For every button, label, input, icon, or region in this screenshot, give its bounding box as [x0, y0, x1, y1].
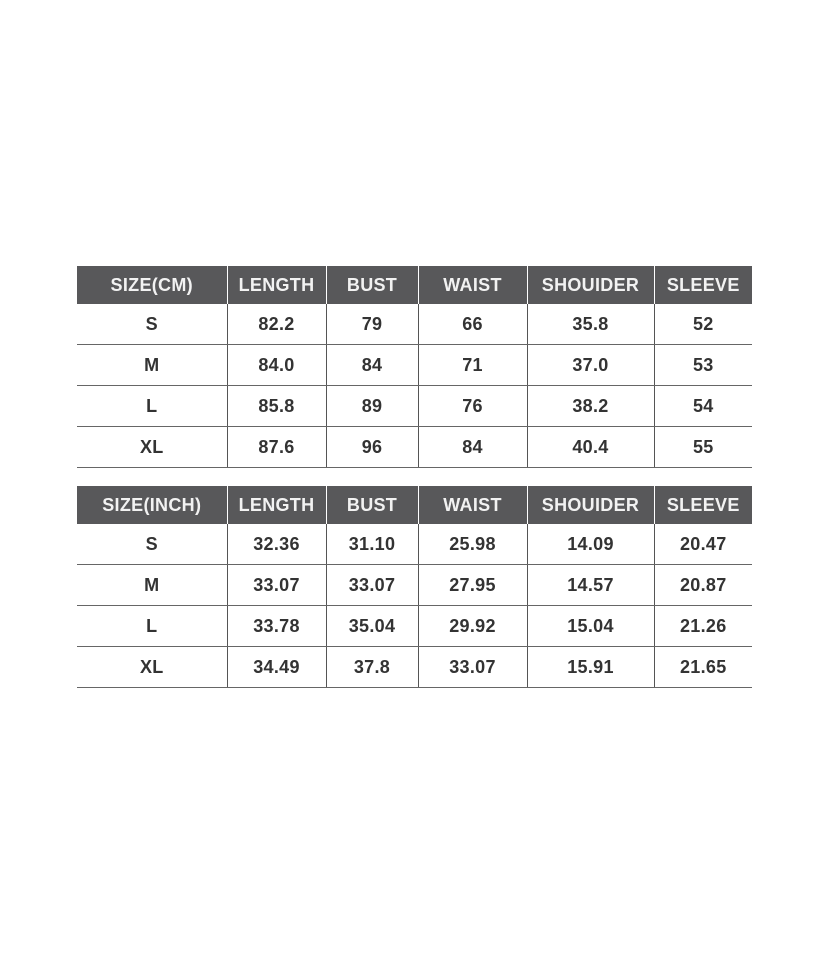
measurement-cell: 29.92 [417, 605, 527, 647]
column-header: SLEEVE [653, 486, 752, 524]
measurement-cell: 79 [325, 304, 418, 345]
measurement-cell: 35.8 [526, 304, 654, 345]
table-row: S 82.2 79 66 35.8 52 [77, 304, 752, 345]
measurement-cell: 38.2 [526, 385, 654, 427]
column-header: BUST [325, 486, 418, 524]
column-header: LENGTH [226, 486, 326, 524]
column-header: SLEEVE [653, 266, 752, 304]
column-header: LENGTH [226, 266, 326, 304]
measurement-cell: 84 [325, 344, 418, 386]
column-header: SIZE(INCH) [77, 486, 227, 524]
measurement-cell: 52 [653, 304, 752, 345]
size-label-cell: M [77, 344, 227, 386]
measurement-cell: 96 [325, 426, 418, 468]
table-row: S 32.36 31.10 25.98 14.09 20.47 [77, 524, 752, 565]
column-header: SHOUIDER [526, 266, 654, 304]
size-label-cell: M [77, 564, 227, 606]
measurement-cell: 25.98 [417, 524, 527, 565]
size-label-cell: S [77, 524, 227, 565]
measurement-cell: 15.91 [526, 646, 654, 688]
measurement-cell: 85.8 [226, 385, 326, 427]
table-row: XL 34.49 37.8 33.07 15.91 21.65 [77, 646, 752, 688]
measurement-cell: 14.57 [526, 564, 654, 606]
measurement-cell: 31.10 [325, 524, 418, 565]
size-label-cell: XL [77, 646, 227, 688]
column-header: SIZE(CM) [77, 266, 227, 304]
measurement-cell: 21.65 [653, 646, 752, 688]
measurement-cell: 33.07 [417, 646, 527, 688]
measurement-cell: 37.8 [325, 646, 418, 688]
column-header: WAIST [417, 266, 527, 304]
measurement-cell: 33.78 [226, 605, 326, 647]
measurement-cell: 66 [417, 304, 527, 345]
measurement-cell: 27.95 [417, 564, 527, 606]
measurement-cell: 55 [653, 426, 752, 468]
measurement-cell: 37.0 [526, 344, 654, 386]
measurement-cell: 40.4 [526, 426, 654, 468]
table-row: XL 87.6 96 84 40.4 55 [77, 426, 752, 468]
measurement-cell: 15.04 [526, 605, 654, 647]
measurement-cell: 76 [417, 385, 527, 427]
measurement-cell: 14.09 [526, 524, 654, 565]
column-header: WAIST [417, 486, 527, 524]
measurement-cell: 20.47 [653, 524, 752, 565]
measurement-cell: 21.26 [653, 605, 752, 647]
table-row: L 33.78 35.04 29.92 15.04 21.26 [77, 605, 752, 647]
size-label-cell: XL [77, 426, 227, 468]
measurement-cell: 84.0 [226, 344, 326, 386]
measurement-cell: 87.6 [226, 426, 326, 468]
measurement-cell: 53 [653, 344, 752, 386]
table-row: L 85.8 89 76 38.2 54 [77, 385, 752, 427]
measurement-cell: 33.07 [226, 564, 326, 606]
measurement-cell: 20.87 [653, 564, 752, 606]
measurement-cell: 71 [417, 344, 527, 386]
measurement-cell: 54 [653, 385, 752, 427]
measurement-cell: 89 [325, 385, 418, 427]
measurement-cell: 33.07 [325, 564, 418, 606]
size-table-inch: SIZE(INCH) LENGTH BUST WAIST SHOUIDER SLEEVE … [77, 486, 752, 688]
table-row: M 33.07 33.07 27.95 14.57 20.87 [77, 564, 752, 606]
column-header: BUST [325, 266, 418, 304]
size-label-cell: L [77, 605, 227, 647]
table-row: M 84.0 84 71 37.0 53 [77, 344, 752, 386]
header-row: SIZE(INCH) LENGTH BUST WAIST SHOUIDER SLEEVE [77, 486, 752, 524]
column-header: SHOUIDER [526, 486, 654, 524]
size-label-cell: L [77, 385, 227, 427]
measurement-cell: 84 [417, 426, 527, 468]
measurement-cell: 82.2 [226, 304, 326, 345]
header-row: SIZE(CM) LENGTH BUST WAIST SHOUIDER SLEEVE [77, 266, 752, 304]
measurement-cell: 34.49 [226, 646, 326, 688]
measurement-cell: 32.36 [226, 524, 326, 565]
size-label-cell: S [77, 304, 227, 345]
measurement-cell: 35.04 [325, 605, 418, 647]
